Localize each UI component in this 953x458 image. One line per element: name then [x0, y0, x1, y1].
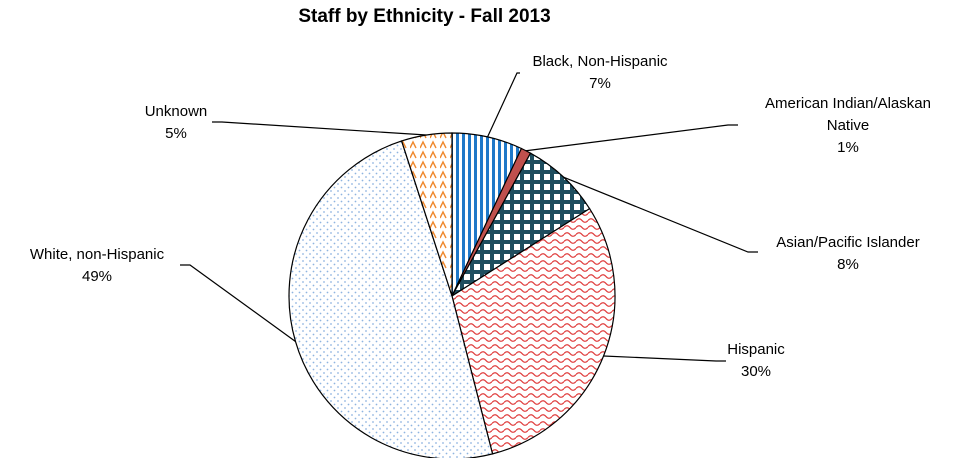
pie-slice-white-non-hispanic	[288, 140, 494, 458]
data-label: Black, Non-Hispanic 7%	[532, 53, 668, 92]
leader-line	[603, 355, 726, 362]
leader-line	[180, 264, 296, 342]
data-label: American Indian/Alaskan Native 1%	[765, 95, 931, 156]
pie-slice-unknown	[400, 132, 453, 297]
data-label: White, non-Hispanic 49%	[30, 246, 165, 285]
leader-line	[487, 72, 520, 138]
leader-line	[525, 124, 738, 152]
data-label: Unknown 5%	[145, 103, 208, 142]
chart-title: Staff by Ethnicity - Fall 2013	[298, 6, 551, 27]
leader-line	[563, 176, 758, 253]
pie-slice-hispanic	[451, 207, 616, 455]
leader-line	[212, 121, 427, 136]
data-label: Hispanic 30%	[727, 341, 785, 380]
data-label: Asian/Pacific Islander 8%	[776, 234, 919, 273]
